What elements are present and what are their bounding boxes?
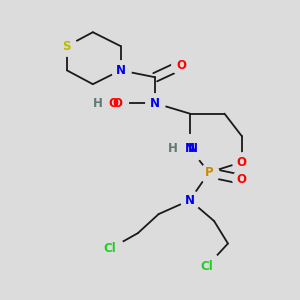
Text: S: S [63, 40, 71, 52]
Text: N: N [150, 97, 160, 110]
Text: P: P [205, 166, 213, 179]
Text: O: O [109, 97, 118, 110]
Text: H: H [93, 97, 103, 110]
Text: O: O [237, 173, 247, 186]
Text: Cl: Cl [104, 242, 116, 255]
Text: O: O [237, 156, 247, 169]
Text: O: O [112, 97, 122, 110]
Text: N: N [188, 142, 198, 155]
Text: O: O [176, 58, 186, 72]
Text: N: N [185, 194, 195, 207]
Text: Cl: Cl [201, 260, 214, 272]
Text: N: N [185, 142, 195, 155]
Text: N: N [116, 64, 126, 77]
Text: H: H [168, 142, 178, 155]
